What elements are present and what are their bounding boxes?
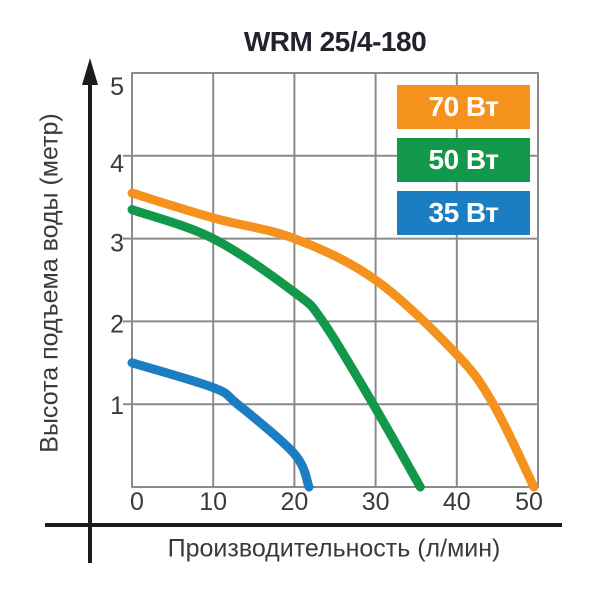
x-tick-label: 10 (199, 488, 227, 516)
legend-label: 70 Вт (428, 91, 500, 122)
chart-title: WRM 25/4-180 (243, 26, 427, 57)
legend-label: 50 Вт (428, 144, 500, 175)
legend-item-70-вт: 70 Вт (397, 85, 530, 129)
y-tick-label: 5 (110, 73, 124, 101)
curve-70-вт (127, 188, 539, 492)
curve-50-вт (127, 205, 425, 492)
y-axis-arrowhead-icon (82, 58, 98, 85)
y-tick-label: 4 (110, 150, 124, 178)
y-tick-label: 3 (110, 230, 124, 258)
x-axis-label: Производительность (л/мин) (167, 534, 501, 563)
x-tick-label: 30 (362, 488, 390, 516)
x-tick-label: 50 (515, 488, 543, 516)
legend-label: 35 Вт (428, 197, 500, 228)
x-tick-label: 20 (280, 488, 308, 516)
legend: 70 Вт 50 Вт 35 Вт (397, 85, 530, 235)
legend-item-50-вт: 50 Вт (397, 138, 530, 182)
plot-border (131, 72, 539, 488)
y-tick-label: 2 (110, 310, 124, 338)
curve-35-вт (127, 358, 314, 492)
x-tick-label: 40 (443, 488, 471, 516)
x-tick-label: 0 (130, 488, 144, 516)
y-tick-label: 1 (110, 392, 124, 420)
legend-item-35-вт: 35 Вт (397, 191, 530, 235)
